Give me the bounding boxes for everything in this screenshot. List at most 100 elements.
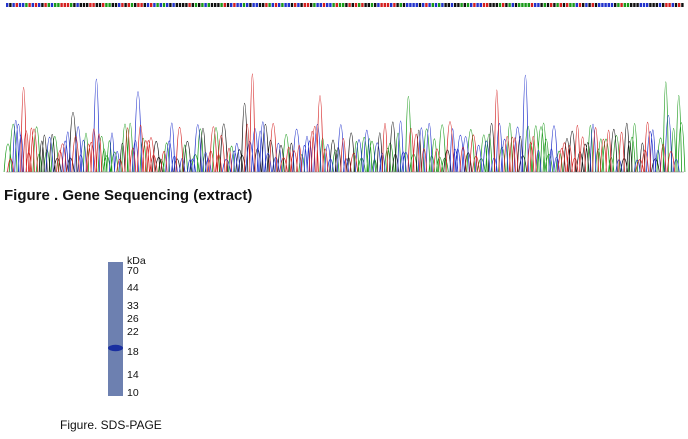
base-letter <box>310 3 313 7</box>
base-letter <box>569 3 572 7</box>
base-letter <box>646 3 649 7</box>
gel-lane <box>108 262 123 396</box>
base-letter <box>332 3 335 7</box>
base-letter <box>351 3 354 7</box>
base-letter <box>236 3 239 7</box>
base-letter <box>153 3 156 7</box>
base-letter <box>633 3 636 7</box>
base-letter <box>566 3 569 7</box>
base-letter <box>102 3 105 7</box>
base-letter <box>681 3 684 7</box>
base-letter <box>121 3 124 7</box>
marker-label: 18 <box>127 346 139 358</box>
base-letter <box>226 3 230 7</box>
base-letter <box>338 3 342 7</box>
base-letter <box>345 3 348 7</box>
base-letter <box>591 3 594 7</box>
base-letter <box>354 3 358 7</box>
base-letter <box>12 3 15 7</box>
base-letter <box>89 3 92 7</box>
base-letter <box>22 3 25 7</box>
base-letter <box>463 3 466 7</box>
sds-page-caption: Figure. SDS-PAGE <box>60 418 162 432</box>
base-letter <box>470 3 473 7</box>
base-letter <box>630 3 633 7</box>
base-letter <box>294 3 297 7</box>
base-letter <box>482 3 486 7</box>
base-letter <box>607 3 610 7</box>
base-letter <box>530 3 534 7</box>
base-letter <box>73 3 76 7</box>
base-letter <box>374 3 377 7</box>
base-letter <box>201 3 204 7</box>
sequencing-caption: Figure . Gene Sequencing (extract) <box>4 187 252 204</box>
base-letter <box>620 3 623 7</box>
base-letter <box>431 3 434 7</box>
base-letter <box>274 3 278 7</box>
base-letter <box>143 3 146 7</box>
base-letter <box>415 3 418 7</box>
base-letter <box>466 3 470 7</box>
base-letter <box>575 3 578 7</box>
base-letter <box>393 3 396 7</box>
base-letter <box>636 3 639 7</box>
base-letter <box>502 3 505 7</box>
base-letter <box>98 3 102 7</box>
base-letter <box>287 3 290 7</box>
base-letter <box>271 3 274 7</box>
base-letter <box>303 3 306 7</box>
base-letter <box>70 3 73 7</box>
base-letter <box>175 3 178 7</box>
base-letter <box>76 3 79 7</box>
base-letter <box>550 3 553 7</box>
base-letter <box>671 3 674 7</box>
marker-label: 14 <box>127 369 139 381</box>
base-letter <box>79 3 82 7</box>
marker-label: 44 <box>127 282 139 294</box>
base-letter <box>396 3 399 7</box>
base-letter <box>178 3 182 7</box>
base-letter <box>674 3 678 7</box>
base-letter <box>402 3 406 7</box>
base-letter <box>28 3 31 7</box>
base-letter <box>585 3 588 7</box>
base-letter <box>38 3 41 7</box>
base-letter <box>626 3 630 7</box>
base-letter <box>290 3 294 7</box>
base-letter <box>614 3 617 7</box>
base-letter <box>486 3 489 7</box>
base-letter <box>652 3 655 7</box>
base-letter <box>508 3 511 7</box>
base-letter <box>594 3 598 7</box>
base-letter <box>86 3 89 7</box>
base-letter <box>367 3 370 7</box>
base-letter <box>105 3 108 7</box>
base-letter <box>457 3 460 7</box>
base-letter <box>57 3 60 7</box>
base-letter <box>111 3 114 7</box>
base-letter <box>114 3 118 7</box>
base-letter <box>479 3 482 7</box>
base-letter <box>562 3 566 7</box>
base-letter <box>150 3 153 7</box>
base-letter <box>454 3 457 7</box>
base-letter <box>495 3 498 7</box>
base-letter <box>146 3 150 7</box>
base-letter <box>166 3 169 7</box>
base-letter <box>194 3 198 7</box>
marker-label: 70 <box>127 265 139 277</box>
base-letter <box>329 3 332 7</box>
base-letter <box>348 3 351 7</box>
base-letter <box>54 3 57 7</box>
base-letter <box>191 3 194 7</box>
base-letter <box>220 3 223 7</box>
base-letter <box>223 3 226 7</box>
base-letter <box>588 3 591 7</box>
base-letter <box>418 3 422 7</box>
base-letter <box>639 3 642 7</box>
base-letter <box>233 3 236 7</box>
base-letter <box>524 3 527 7</box>
base-letter <box>249 3 252 7</box>
